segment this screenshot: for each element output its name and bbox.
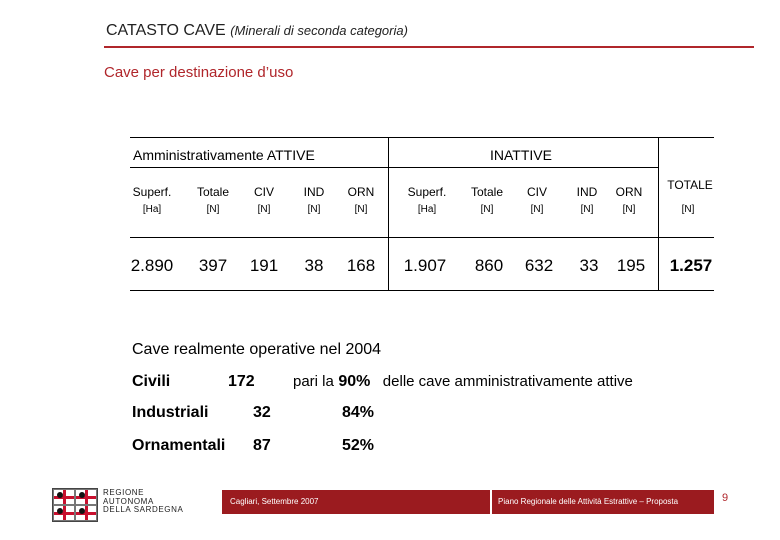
operative-title: Cave realmente operative nel 2004 (132, 341, 382, 358)
operative-pct-ornamentali: 52% (342, 437, 375, 454)
inactive-unit-orn: [N] (622, 204, 636, 215)
operative-sentence: pari la 90% delle cave amministrativamen… (293, 373, 633, 391)
inactive-value-orn: 195 (616, 256, 646, 275)
section-title: Cave per destinazione d’uso (104, 64, 294, 81)
footer-date: Cagliari, Settembre 2007 (230, 497, 319, 506)
operative-count-civili: 172 (228, 373, 255, 390)
inactive-unit-totale: [N] (480, 204, 494, 215)
inactive-col-orn: ORN (615, 185, 643, 199)
inactive-col-totale: Totale (470, 185, 504, 199)
active-col-totale: Totale (196, 185, 230, 199)
operative-pct-industriali: 84% (342, 404, 375, 421)
active-unit-superf: [Ha] (142, 204, 162, 215)
inactive-unit-civ: [N] (530, 204, 544, 215)
total-column-header: TOTALE (667, 178, 713, 192)
active-col-civ: CIV (253, 185, 274, 199)
operative-label-civili: Civili (132, 373, 171, 390)
page-number: 9 (722, 492, 729, 504)
inactive-value-totale: 860 (474, 256, 504, 275)
active-value-totale: 397 (198, 256, 228, 275)
region-line-3: DELLA SARDEGNA (103, 505, 184, 514)
inactive-col-civ: CIV (526, 185, 547, 199)
inactive-col-superf: Superf. (407, 185, 447, 199)
region-line-1: REGIONE (103, 488, 145, 497)
operative-count-ornamentali: 87 (253, 437, 271, 454)
group-active-header: Amministrativamente ATTIVE (133, 147, 315, 163)
column-divider-inactive-total (658, 137, 659, 291)
group-inactive-header: INATTIVE (490, 147, 552, 163)
column-divider-active-inactive (388, 137, 389, 291)
operative-prefix: pari la (293, 373, 334, 390)
footer-bar-left (222, 490, 490, 514)
active-unit-civ: [N] (257, 204, 271, 215)
title-rule (104, 46, 754, 48)
active-col-superf: Superf. (132, 185, 172, 199)
footer-bar-right (492, 490, 714, 514)
footer-plan-title: Piano Regionale delle Attività Estrattiv… (498, 497, 679, 506)
region-label: REGIONE AUTONOMA DELLA SARDEGNA (103, 488, 193, 515)
slide-title-subtitle: (Minerali di seconda categoria) (230, 23, 408, 38)
active-col-orn: ORN (347, 185, 375, 199)
operative-pct-civili: 90% (338, 373, 371, 390)
slide-title: CATASTO CAVE (Minerali di seconda catego… (106, 22, 408, 40)
total-value: 1.257 (669, 256, 713, 275)
active-unit-ind: [N] (307, 204, 321, 215)
inactive-value-superf: 1.907 (403, 256, 447, 275)
active-value-civ: 191 (249, 256, 279, 275)
table-bottom-rule (130, 290, 714, 291)
operative-suffix: delle cave amministrativamente attive (382, 373, 633, 390)
operative-label-industriali: Industriali (132, 404, 209, 421)
group-header-rule (130, 167, 658, 168)
inactive-unit-ind: [N] (580, 204, 594, 215)
table-top-rule (130, 137, 714, 138)
active-col-ind: IND (303, 185, 325, 199)
active-value-ind: 38 (304, 256, 324, 275)
operative-label-ornamentali: Ornamentali (132, 437, 226, 454)
active-value-superf: 2.890 (130, 256, 174, 275)
inactive-col-ind: IND (576, 185, 598, 199)
inactive-value-ind: 33 (579, 256, 599, 275)
inactive-value-civ: 632 (524, 256, 554, 275)
header-body-rule (130, 237, 714, 238)
sardinia-flag-logo (52, 488, 98, 522)
active-value-orn: 168 (346, 256, 376, 275)
inactive-unit-superf: [Ha] (417, 204, 437, 215)
region-line-2: AUTONOMA (103, 496, 154, 506)
operative-count-industriali: 32 (253, 404, 271, 421)
active-unit-totale: [N] (206, 204, 220, 215)
total-unit: [N] (681, 204, 695, 215)
active-unit-orn: [N] (354, 204, 368, 215)
slide-title-main: CATASTO CAVE (106, 22, 226, 39)
